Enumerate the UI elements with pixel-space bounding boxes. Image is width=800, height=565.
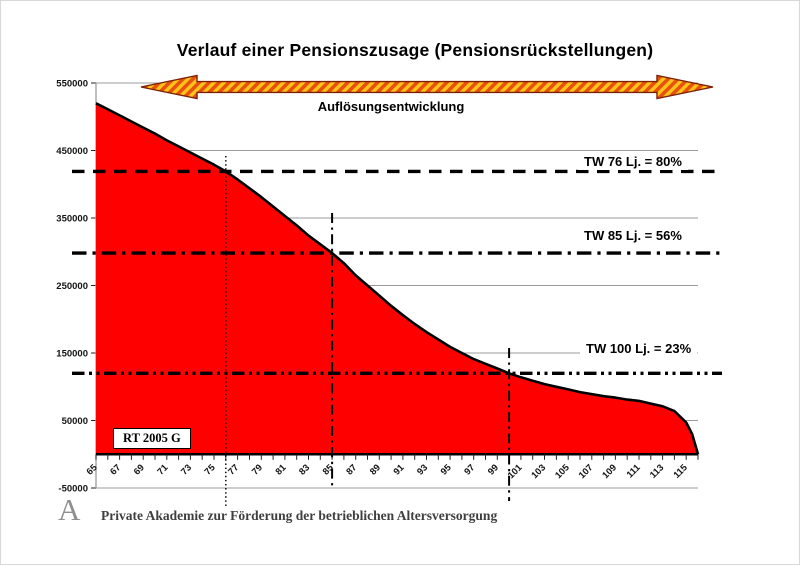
- svg-text:71: 71: [155, 462, 169, 476]
- svg-text:550000: 550000: [56, 78, 88, 89]
- svg-text:65: 65: [85, 462, 99, 476]
- svg-text:99: 99: [486, 462, 500, 476]
- tw85-annotation: TW 85 Lj. = 56%: [578, 227, 688, 244]
- svg-text:93: 93: [415, 462, 429, 476]
- svg-text:250000: 250000: [56, 281, 88, 292]
- svg-text:73: 73: [179, 462, 193, 476]
- svg-text:50000: 50000: [62, 416, 88, 427]
- svg-text:75: 75: [203, 462, 217, 476]
- svg-text:113: 113: [648, 462, 666, 480]
- svg-text:103: 103: [529, 462, 547, 480]
- footer-text: Private Akademie zur Förderung der betri…: [101, 508, 498, 523]
- akademie-logo: A: [58, 492, 81, 527]
- svg-text:109: 109: [600, 462, 618, 480]
- svg-text:150000: 150000: [56, 348, 88, 359]
- arrow-caption: Auflösungsentwicklung: [317, 99, 465, 114]
- svg-text:83: 83: [297, 462, 311, 476]
- svg-text:89: 89: [368, 462, 382, 476]
- svg-text:115: 115: [671, 462, 689, 480]
- svg-text:69: 69: [132, 462, 146, 476]
- svg-text:-50000: -50000: [58, 483, 88, 494]
- svg-text:107: 107: [577, 462, 595, 480]
- svg-text:97: 97: [462, 462, 476, 476]
- svg-text:95: 95: [439, 462, 453, 476]
- svg-text:81: 81: [273, 462, 287, 476]
- svg-text:77: 77: [226, 462, 240, 476]
- tw100-annotation: TW 100 Lj. = 23%: [580, 340, 698, 357]
- svg-text:87: 87: [344, 462, 358, 476]
- svg-text:67: 67: [108, 462, 122, 476]
- tw76-annotation: TW 76 Lj. = 80%: [578, 153, 688, 170]
- mortality-table-badge: RT 2005 G: [113, 428, 191, 449]
- svg-text:450000: 450000: [56, 146, 88, 157]
- svg-text:105: 105: [553, 462, 571, 480]
- page-title: Verlauf einer Pensionszusage (Pensionsrü…: [176, 40, 654, 60]
- svg-text:111: 111: [625, 462, 642, 479]
- svg-text:350000: 350000: [56, 213, 88, 224]
- svg-text:91: 91: [391, 462, 405, 476]
- svg-text:79: 79: [250, 462, 264, 476]
